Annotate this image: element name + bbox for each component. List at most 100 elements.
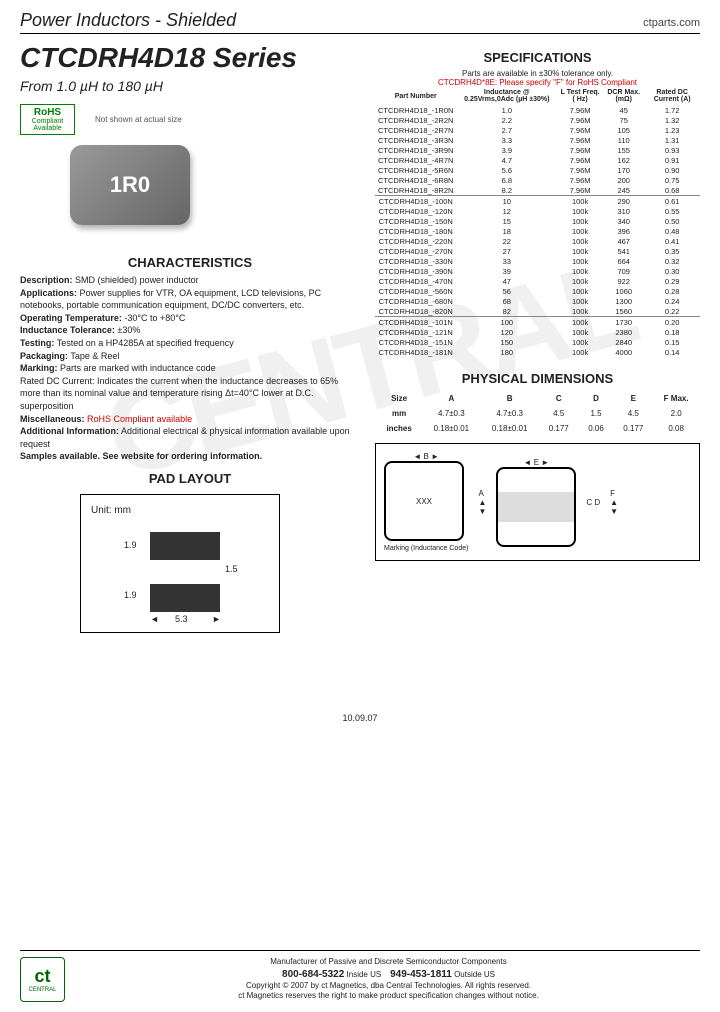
footer-logo: ct CENTRAL bbox=[20, 957, 65, 1002]
phys-table: SizeABCDEF Max. mm4.7±0.34.7±0.34.51.54.… bbox=[375, 390, 700, 437]
spec-cell: 0.28 bbox=[644, 286, 700, 296]
dc-text: Rated DC Current: Indicates the current … bbox=[20, 376, 338, 411]
spec-cell: CTCDRH4D18_-330N bbox=[375, 256, 456, 266]
phys-cell: 0.08 bbox=[654, 422, 698, 435]
spec-cell: 120 bbox=[456, 327, 557, 337]
spec-cell: 1.72 bbox=[644, 105, 700, 115]
inductor-label: 1R0 bbox=[110, 172, 150, 198]
spec-cell: 541 bbox=[603, 246, 644, 256]
spec-cell: 0.24 bbox=[644, 296, 700, 306]
spec-cell: 2840 bbox=[603, 337, 644, 347]
spec-cell: CTCDRH4D18_-220N bbox=[375, 236, 456, 246]
spec-cell: 7.96M bbox=[557, 135, 603, 145]
spec-cell: CTCDRH4D18_-6R8N bbox=[375, 175, 456, 185]
spec-cell: CTCDRH4D18_-151N bbox=[375, 337, 456, 347]
phys-cell: Size bbox=[377, 392, 421, 405]
spec-cell: 12 bbox=[456, 206, 557, 216]
phys-cell: 0.177 bbox=[614, 422, 652, 435]
spec-cell: CTCDRH4D18_-390N bbox=[375, 266, 456, 276]
spec-cell: CTCDRH4D18_-470N bbox=[375, 276, 456, 286]
spec-cell: 0.14 bbox=[644, 347, 700, 357]
phys-cell: 4.5 bbox=[614, 407, 652, 420]
spec-cell: 15 bbox=[456, 216, 557, 226]
header-title: Power Inductors - Shielded bbox=[20, 10, 236, 31]
spec-note2: CTCDRH4D*8E: Please specify "F" for RoHS… bbox=[375, 78, 700, 87]
spec-cell: 100k bbox=[557, 226, 603, 236]
footer-l3: Copyright © 2007 by ct Magnetics, dba Ce… bbox=[77, 981, 700, 991]
spec-col: Inductance @ 0.25Vrms,0Adc (µH ±30%) bbox=[456, 87, 557, 105]
pad-heading: PAD LAYOUT bbox=[20, 471, 360, 486]
footer-tel1s: Inside US bbox=[347, 970, 382, 979]
spec-col: Part Number bbox=[375, 87, 456, 105]
spec-cell: 467 bbox=[603, 236, 644, 246]
characteristics-heading: CHARACTERISTICS bbox=[20, 255, 360, 270]
spec-cell: 290 bbox=[603, 196, 644, 207]
spec-cell: 0.75 bbox=[644, 175, 700, 185]
spec-cell: 0.15 bbox=[644, 337, 700, 347]
pad-unit: Unit: mm bbox=[91, 505, 131, 516]
spec-cell: 0.55 bbox=[644, 206, 700, 216]
spec-cell: 100k bbox=[557, 256, 603, 266]
spec-cell: 100k bbox=[557, 317, 603, 328]
spec-cell: 100k bbox=[557, 296, 603, 306]
footer: ct CENTRAL Manufacturer of Passive and D… bbox=[20, 950, 700, 1002]
spec-cell: 2380 bbox=[603, 327, 644, 337]
img-note: Not shown at actual size bbox=[95, 115, 182, 124]
spec-cell: 150 bbox=[456, 337, 557, 347]
footer-l1: Manufacturer of Passive and Discrete Sem… bbox=[77, 957, 700, 967]
spec-cell: 7.96M bbox=[557, 125, 603, 135]
phys-cell: 0.18±0.01 bbox=[423, 422, 479, 435]
series-title: CTCDRH4D18 Series bbox=[20, 42, 360, 74]
spec-cell: 22 bbox=[456, 236, 557, 246]
phys-cell: 0.18±0.01 bbox=[482, 422, 538, 435]
spec-cell: CTCDRH4D18_-820N bbox=[375, 306, 456, 317]
spec-cell: 162 bbox=[603, 155, 644, 165]
spec-cell: CTCDRH4D18_-680N bbox=[375, 296, 456, 306]
spec-cell: 7.96M bbox=[557, 105, 603, 115]
spec-cell: 664 bbox=[603, 256, 644, 266]
phys-cell: E bbox=[614, 392, 652, 405]
tol-label: Inductance Tolerance: bbox=[20, 325, 115, 335]
spec-cell: 3.3 bbox=[456, 135, 557, 145]
spec-cell: 922 bbox=[603, 276, 644, 286]
spec-cell: 110 bbox=[603, 135, 644, 145]
spec-cell: 3.9 bbox=[456, 145, 557, 155]
spec-col: L Test Freq. ( Hz) bbox=[557, 87, 603, 105]
spec-cell: 68 bbox=[456, 296, 557, 306]
spec-cell: 200 bbox=[603, 175, 644, 185]
spec-cell: CTCDRH4D18_-3R9N bbox=[375, 145, 456, 155]
phys-cell: A bbox=[423, 392, 479, 405]
desc-val: SMD (shielded) power inductor bbox=[75, 275, 199, 285]
spec-cell: CTCDRH4D18_-181N bbox=[375, 347, 456, 357]
spec-cell: CTCDRH4D18_-150N bbox=[375, 216, 456, 226]
spec-cell: 7.96M bbox=[557, 175, 603, 185]
spec-cell: CTCDRH4D18_-2R7N bbox=[375, 125, 456, 135]
spec-cell: 7.96M bbox=[557, 115, 603, 125]
add-label: Additional Information: bbox=[20, 426, 119, 436]
temp-val: -30°C to +80°C bbox=[124, 313, 185, 323]
app-label: Applications: bbox=[20, 288, 77, 298]
spec-cell: 75 bbox=[603, 115, 644, 125]
spec-cell: CTCDRH4D18_-100N bbox=[375, 196, 456, 207]
spec-cell: 45 bbox=[603, 105, 644, 115]
rohs-l2: Available bbox=[33, 125, 61, 132]
footer-tel1: 800-684-5322 bbox=[282, 969, 344, 980]
mark-label: Marking: bbox=[20, 363, 58, 373]
phys-cell: 0.06 bbox=[580, 422, 613, 435]
phys-cell: C bbox=[540, 392, 578, 405]
marking-label: Marking (Inductance Code) bbox=[384, 545, 468, 552]
spec-col: DCR Max. (mΩ) bbox=[603, 87, 644, 105]
spec-cell: 105 bbox=[603, 125, 644, 135]
phys-cell: D bbox=[580, 392, 613, 405]
spec-cell: 0.90 bbox=[644, 165, 700, 175]
pad-dim-2: 1.9 bbox=[124, 590, 137, 600]
spec-table: Part NumberInductance @ 0.25Vrms,0Adc (µ… bbox=[375, 87, 700, 357]
spec-cell: CTCDRH4D18_-270N bbox=[375, 246, 456, 256]
rohs-badge: RoHS Compliant Available bbox=[20, 104, 75, 135]
spec-cell: CTCDRH4D18_-120N bbox=[375, 206, 456, 216]
spec-cell: 0.48 bbox=[644, 226, 700, 236]
spec-cell: 709 bbox=[603, 266, 644, 276]
marking-xxx: XXX bbox=[416, 497, 432, 506]
spec-cell: CTCDRH4D18_-4R7N bbox=[375, 155, 456, 165]
date: 10.09.07 bbox=[20, 713, 700, 723]
